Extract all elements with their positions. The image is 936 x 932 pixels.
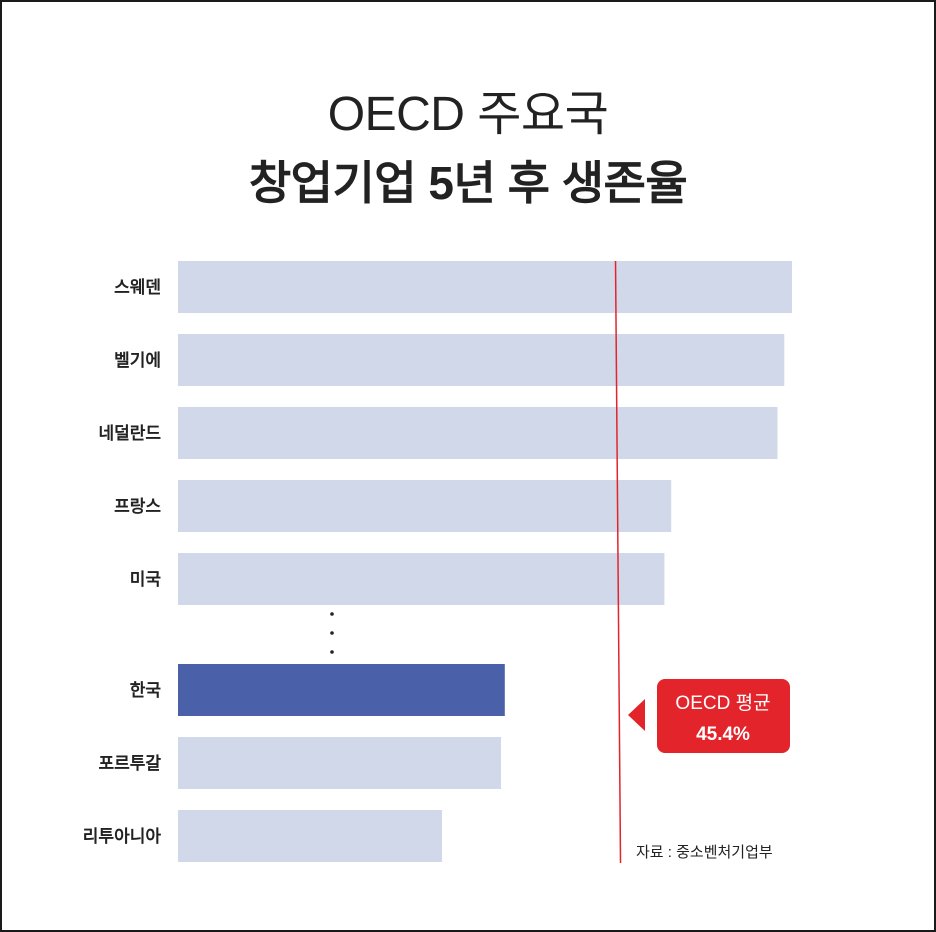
oecd-average-line [614, 260, 622, 864]
bar-3 [178, 480, 672, 532]
bar-2 [178, 407, 778, 459]
callout-box [657, 679, 790, 753]
callout-label: OECD 평균 [675, 692, 770, 714]
callout-arrow-icon [628, 699, 645, 731]
chart-title-line1: OECD 주요국 [327, 88, 609, 141]
callout-value: 45.4% [696, 724, 750, 745]
bar-5 [178, 664, 505, 716]
category-label-5: 한국 [130, 681, 162, 700]
category-label-3: 프랑스 [114, 497, 161, 516]
ellipsis-dot-2 [330, 650, 334, 654]
oecd-average-callout: OECD 평균 45.4% [628, 679, 790, 753]
category-label-2: 네덜란드 [98, 424, 161, 443]
bar-6 [178, 737, 501, 789]
category-label-4: 미국 [130, 570, 162, 589]
category-label-7: 리투아니아 [83, 827, 162, 846]
bar-4 [178, 553, 665, 605]
category-label-6: 포르투갈 [98, 754, 161, 773]
bar-0 [178, 261, 792, 313]
bar-7 [178, 810, 442, 862]
chart-title-line2: 창업기업 5년 후 생존율 [248, 157, 688, 209]
category-label-1: 벨기에 [114, 351, 161, 370]
source-note: 자료 : 중소벤처기업부 [636, 844, 773, 861]
ellipsis-dot-1 [330, 631, 334, 635]
category-label-0: 스웨덴 [114, 278, 161, 297]
ellipsis-dot-0 [330, 612, 334, 616]
bar-1 [178, 334, 785, 386]
